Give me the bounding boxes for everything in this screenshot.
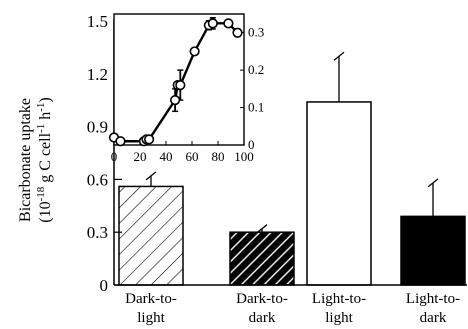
main-y-tick-label-1: 0.3 — [87, 223, 108, 242]
inset-x-tick-label-1: 20 — [134, 149, 147, 164]
inset-point-8 — [189, 46, 200, 57]
bar-error-cap-1 — [256, 224, 268, 234]
main-x-axis-labels: Dark-to-light Dark-to-dark Light-to-light L… — [125, 291, 460, 326]
inset-y-tick-label-1: 0.1 — [248, 100, 264, 115]
x-label-1-line2: dark — [249, 310, 276, 326]
y-axis-title: Bicarbonate uptake (10-18 g C cell-1 h-1… — [17, 97, 54, 222]
bar-0 — [118, 185, 184, 286]
inset-y-tick-label-0: 0 — [248, 137, 255, 152]
x-label-3-line2: dark — [420, 310, 447, 326]
x-label-0-line2: light — [137, 310, 165, 326]
inset-point-1 — [115, 136, 126, 147]
main-y-tick-label-5: 1.5 — [87, 12, 108, 31]
bar-error-cap-0 — [145, 171, 157, 181]
inset-point-7 — [175, 80, 186, 91]
x-label-3-line1: Light-to- — [406, 291, 460, 307]
inset-x-tick-label-2: 40 — [160, 149, 173, 164]
inset-frame — [113, 13, 245, 146]
inset-point-10 — [207, 18, 218, 29]
inset-point-11 — [223, 18, 234, 29]
inset-point-4 — [144, 134, 155, 145]
inset-y-tick-label-3: 0.3 — [248, 25, 264, 40]
y-axis-title-line1: Bicarbonate uptake — [17, 98, 34, 222]
bar-error-cap-2 — [333, 51, 345, 61]
main-y-tick-label-3: 0.9 — [87, 118, 108, 137]
inset-x-tick-label-0: 0 — [111, 149, 118, 164]
bar-2 — [306, 101, 372, 286]
y-axis-title-line2: (10-18 g C cell-1 h-1) — [35, 97, 54, 222]
bar-1 — [229, 231, 295, 286]
x-label-2-line1: Light-to- — [312, 291, 366, 307]
x-label-0-line1: Dark-to- — [125, 291, 177, 307]
inset-y-tick-label-2: 0.2 — [248, 62, 264, 77]
inset-point-12 — [232, 27, 243, 38]
main-y-tick-label-4: 1.2 — [87, 65, 108, 84]
main-y-tick-label-0: 0 — [100, 276, 109, 295]
inset-x-tick-label-5: 100 — [234, 149, 254, 164]
inset-x-tick-label-3: 60 — [186, 149, 199, 164]
inset-point-5 — [170, 94, 181, 106]
bar-3 — [400, 215, 466, 286]
bar-error-cap-3 — [427, 178, 439, 188]
main-y-tick-label-2: 0.6 — [87, 170, 108, 189]
inset-x-tick-label-4: 80 — [212, 149, 225, 164]
x-label-1-line1: Dark-to- — [236, 291, 288, 307]
x-label-2-line2: light — [325, 310, 353, 326]
